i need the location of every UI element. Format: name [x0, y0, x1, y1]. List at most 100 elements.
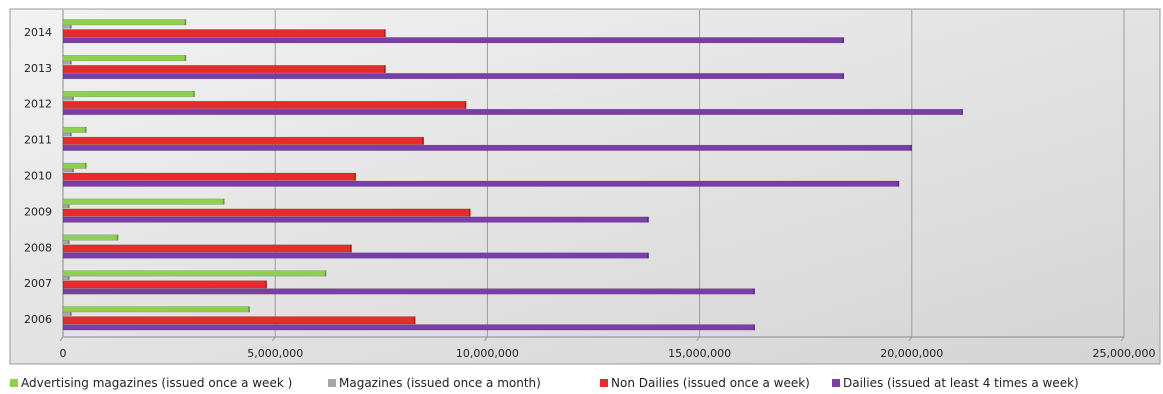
bar-non-dailies: [62, 172, 357, 181]
x-tick-label: 5,000,000: [247, 347, 303, 360]
legend-swatch: [600, 379, 608, 387]
bar-advertising-magazines: [62, 198, 225, 205]
x-gridline-foot: [1120, 336, 1125, 342]
bar-non-dailies-cap: [384, 29, 386, 37]
bar-magazines-cap: [72, 169, 74, 172]
bar-non-dailies-cap: [422, 137, 424, 145]
bar-dailies: [62, 37, 845, 44]
bar-dailies-cap: [842, 73, 844, 79]
bar-advertising-magazines-cap: [193, 91, 195, 97]
bar-advertising-magazines-cap: [84, 163, 87, 169]
bar-dailies-cap: [842, 37, 844, 43]
bar-dailies-cap: [647, 216, 649, 223]
bar-advertising-magazines: [62, 270, 327, 277]
bar-magazines-cap: [69, 133, 72, 137]
x-gridline-foot: [483, 336, 488, 342]
bar-magazines-cap: [67, 276, 70, 280]
bar-advertising-magazines-cap: [184, 55, 187, 61]
x-tick-label: 10,000,000: [456, 347, 519, 360]
y-axis-foot: [59, 336, 64, 342]
y-tick-label: 2006: [24, 313, 52, 326]
y-tick-label: 2008: [24, 241, 52, 254]
bar-non-dailies: [62, 280, 267, 289]
bar-non-dailies-cap: [468, 208, 471, 217]
bar-magazines-cap: [67, 240, 70, 244]
y-tick-label: 2014: [24, 26, 52, 39]
x-gridline-foot: [696, 336, 700, 342]
bar-magazines: [62, 312, 72, 316]
bar-magazines-cap: [69, 25, 72, 29]
chart-plot: 0 5,000,000 10,000,000 15,000,000 20,000,000…: [9, 8, 1161, 365]
bar-dailies: [62, 324, 756, 331]
x-tick-label: 20,000,000: [880, 347, 943, 360]
y-tick-label: 2009: [24, 205, 52, 218]
legend-label: Dailies (issued at least 4 times a week): [843, 376, 1079, 390]
bar-non-dailies-cap: [413, 316, 416, 325]
bar-advertising-magazines: [62, 126, 87, 133]
legend-swatch: [10, 379, 18, 387]
y-tick-label: 2012: [24, 98, 52, 111]
x-tick-label: 25,000,000: [1093, 347, 1156, 360]
bar-magazines: [62, 168, 74, 173]
y-tick-label: 2011: [24, 134, 52, 147]
bar-advertising-magazines: [62, 90, 195, 97]
bar-magazines-cap: [69, 61, 72, 65]
legend-label: Non Dailies (issued once a week): [611, 376, 810, 390]
bar-dailies-cap: [647, 252, 649, 259]
legend-label: Advertising magazines (issued once a wee…: [21, 376, 293, 390]
chart-legend: Advertising magazines (issued once a wee…: [6, 376, 1156, 394]
bar-advertising-magazines: [62, 19, 187, 26]
x-gridline-foot: [271, 336, 276, 342]
bar-magazines-cap: [72, 97, 74, 101]
y-tick-label: 2013: [24, 62, 52, 75]
bar-magazines: [62, 96, 74, 101]
legend-label: Magazines (issued once a month): [339, 376, 541, 390]
bar-non-dailies: [62, 136, 424, 145]
legend-swatch: [832, 379, 840, 387]
legend-item-magazines: Magazines (issued once a month): [328, 376, 541, 390]
legend-item-non-dailies: Non Dailies (issued once a week): [600, 376, 810, 390]
bar-dailies: [62, 73, 845, 80]
bar-dailies: [62, 180, 900, 187]
bar-non-dailies-cap: [464, 101, 467, 109]
x-tick-label: 0: [60, 347, 67, 360]
bar-magazines-cap: [69, 312, 72, 316]
legend-item-advertising-magazines: Advertising magazines (issued once a wee…: [10, 376, 292, 390]
bar-magazines: [62, 276, 70, 280]
bar-dailies: [62, 288, 756, 295]
bar-dailies-cap: [753, 288, 755, 295]
x-gridline-foot: [908, 336, 913, 342]
bar-magazines: [62, 25, 72, 29]
legend-swatch: [328, 379, 336, 387]
bar-non-dailies: [62, 29, 386, 38]
bar-advertising-magazines-cap: [184, 19, 187, 25]
bar-advertising-magazines: [62, 234, 119, 241]
bar-non-dailies: [62, 316, 416, 325]
bar-advertising-magazines: [62, 306, 250, 313]
bar-advertising-magazines-cap: [84, 127, 87, 133]
bar-advertising-magazines: [62, 162, 87, 169]
bar-non-dailies: [62, 208, 471, 217]
bar-magazines: [62, 204, 70, 209]
x-tick-label: 15,000,000: [668, 347, 731, 360]
bar-dailies: [62, 144, 913, 151]
y-tick-label: 2010: [24, 170, 52, 183]
bar-advertising-magazines-cap: [324, 270, 327, 277]
bar-dailies: [62, 108, 963, 115]
bar-magazines: [62, 132, 72, 137]
bar-non-dailies-cap: [265, 280, 267, 289]
bar-advertising-magazines: [62, 55, 187, 62]
bar-non-dailies-cap: [384, 65, 386, 73]
bar-dailies-cap: [910, 145, 912, 151]
bar-advertising-magazines-cap: [116, 234, 119, 241]
bar-advertising-magazines-cap: [222, 198, 225, 205]
bar-dailies-cap: [961, 109, 963, 115]
bar-magazines: [62, 240, 70, 245]
bar-advertising-magazines-cap: [248, 306, 250, 313]
bar-non-dailies: [62, 244, 352, 253]
bar-dailies: [62, 252, 649, 259]
bar-dailies-cap: [897, 181, 900, 187]
bar-non-dailies: [62, 100, 467, 109]
bar-dailies-cap: [753, 324, 755, 331]
